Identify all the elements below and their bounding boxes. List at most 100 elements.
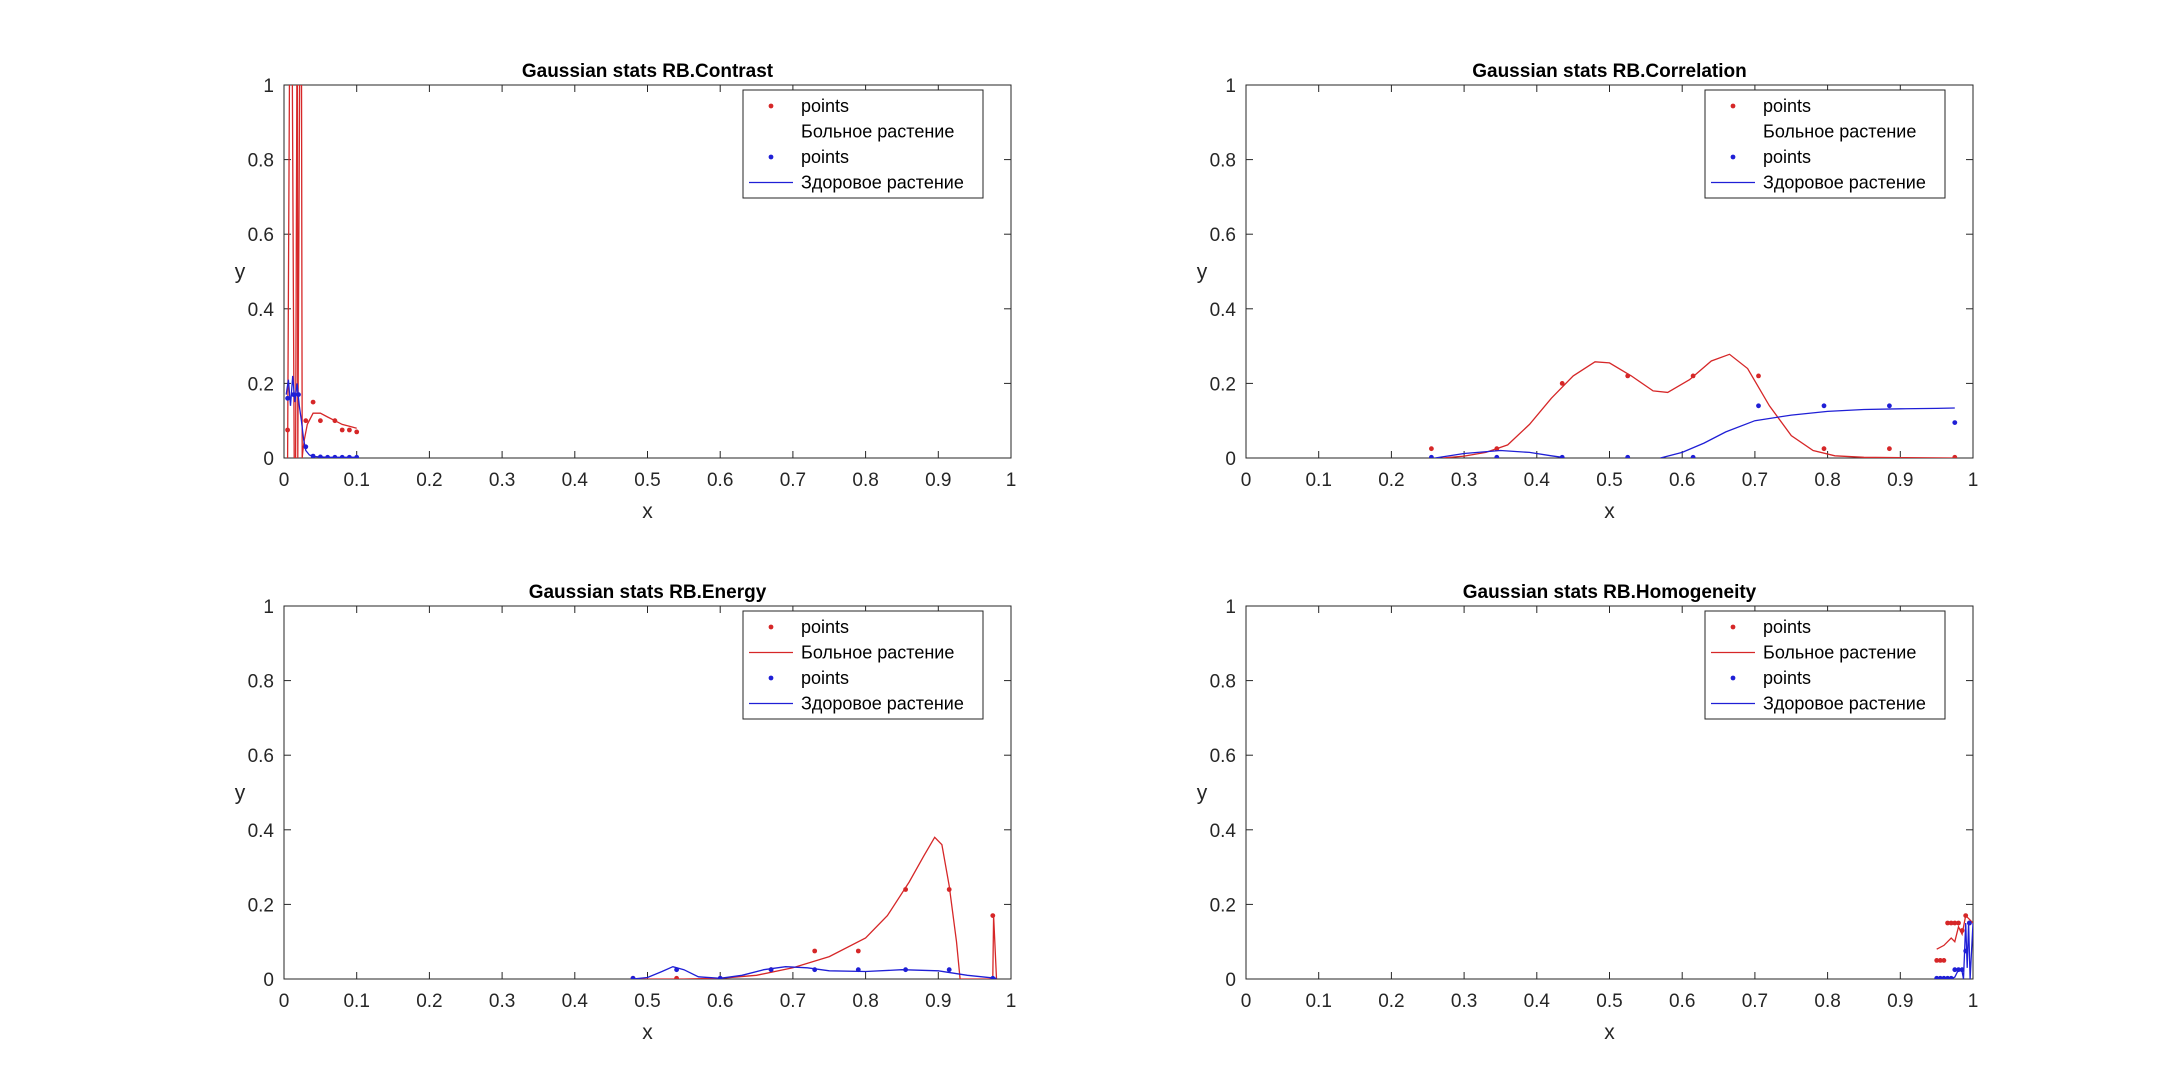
x-tick-label: 1 xyxy=(1006,991,1017,1012)
legend-marker xyxy=(768,103,774,109)
y-tick-label: 0.8 xyxy=(248,151,274,172)
data-point xyxy=(1887,446,1892,452)
data-point xyxy=(1625,454,1631,458)
legend-marker xyxy=(768,624,774,630)
legend-label: Здоровое растение xyxy=(1763,694,1926,714)
x-tick-label: 0.1 xyxy=(343,470,369,491)
x-tick-label: 0.8 xyxy=(1814,470,1840,491)
x-tick-label: 1 xyxy=(1006,470,1017,491)
data-point xyxy=(812,948,818,954)
legend-box xyxy=(1704,610,1946,720)
x-tick-label: 0.1 xyxy=(1305,470,1331,491)
x-axis-label: x xyxy=(1604,1021,1615,1044)
x-tick-label: 0.5 xyxy=(1596,470,1622,491)
data-point xyxy=(990,913,996,918)
x-tick-label: 0.5 xyxy=(634,991,660,1012)
legend-label: Больное растение xyxy=(1763,643,1916,663)
x-tick-label: 0.9 xyxy=(925,470,951,491)
legend-label: Больное растение xyxy=(1763,122,1916,142)
legend-marker xyxy=(1730,103,1736,109)
data-point xyxy=(855,948,861,954)
x-tick-label: 0.8 xyxy=(852,470,878,491)
x-tick-label: 0.6 xyxy=(707,991,733,1012)
legend: points Больное растение points Здоровое рас… xyxy=(742,610,984,720)
x-tick-label: 1 xyxy=(1968,470,1979,491)
x-axis-label: x xyxy=(642,1021,653,1044)
legend-marker xyxy=(1730,154,1736,160)
y-axis-label: y xyxy=(1197,261,1208,284)
data-point xyxy=(310,399,316,405)
y-tick-label: 0.4 xyxy=(1210,300,1237,321)
x-tick-label: 0.7 xyxy=(780,470,806,491)
data-point xyxy=(1948,920,1954,926)
x-tick-label: 0.3 xyxy=(1451,991,1477,1012)
y-tick-label: 0.2 xyxy=(248,895,274,916)
data-point xyxy=(1967,920,1972,926)
legend-label: points xyxy=(801,147,849,167)
legend-marker xyxy=(1730,675,1736,681)
data-point xyxy=(285,395,290,401)
x-tick-label: 0.4 xyxy=(1524,470,1551,491)
legend-label: points xyxy=(801,96,849,116)
x-tick-label: 0.7 xyxy=(1742,991,1768,1012)
data-point xyxy=(1934,958,1940,963)
y-tick-label: 1 xyxy=(1225,597,1236,618)
y-tick-label: 0.4 xyxy=(1210,821,1237,842)
x-tick-label: 0.5 xyxy=(1596,991,1622,1012)
data-point xyxy=(1559,381,1565,386)
x-tick-label: 0 xyxy=(279,991,290,1012)
legend: points Больное растение points Здоровое рас… xyxy=(1704,610,1946,720)
series-line xyxy=(1434,449,1563,458)
y-tick-label: 1 xyxy=(1225,76,1236,97)
x-tick-label: 0.9 xyxy=(1887,470,1913,491)
data-point xyxy=(1941,958,1947,963)
data-point xyxy=(1690,454,1696,458)
data-point xyxy=(1952,454,1958,458)
data-point xyxy=(1945,975,1950,979)
legend: points Больное растение points Здоровое рас… xyxy=(1704,89,1946,199)
chart-title: Gaussian stats RB.Energy xyxy=(529,582,767,603)
series-line xyxy=(632,966,997,979)
chart-panel-3: 0 0.1 0.2 0.3 0.4 0.5 0.6 0.7 0.8 0.9 1 0 0.2 0.4 0.6 0… xyxy=(235,582,1017,1044)
data-point xyxy=(674,975,679,979)
data-point xyxy=(1956,920,1961,926)
x-tick-label: 0.8 xyxy=(1814,991,1840,1012)
y-tick-label: 0 xyxy=(1225,449,1236,470)
legend-marker xyxy=(768,675,774,681)
y-axis-label: y xyxy=(235,261,246,284)
y-tick-label: 0.8 xyxy=(248,672,274,693)
legend-label: points xyxy=(1763,147,1811,167)
x-tick-label: 0.3 xyxy=(489,991,515,1012)
data-point xyxy=(1821,446,1827,452)
chart-title: Gaussian stats RB.Correlation xyxy=(1472,61,1747,82)
data-point xyxy=(354,429,360,435)
y-tick-label: 0.8 xyxy=(1210,672,1236,693)
chart-panel-4: 0 0.1 0.2 0.3 0.4 0.5 0.6 0.7 0.8 0.9 1 0 0.2 0.4 0.6 0… xyxy=(1197,582,1979,1044)
x-tick-label: 0.6 xyxy=(707,470,733,491)
data-point xyxy=(318,418,323,424)
y-axis-label: y xyxy=(235,782,246,805)
data-point xyxy=(1429,454,1434,458)
x-tick-label: 0 xyxy=(279,470,290,491)
legend-label: points xyxy=(1763,96,1811,116)
series-line xyxy=(285,375,357,458)
y-tick-label: 0.6 xyxy=(248,746,274,767)
x-tick-label: 0.3 xyxy=(489,470,515,491)
x-tick-label: 0.7 xyxy=(780,991,806,1012)
x-tick-label: 0.5 xyxy=(634,470,660,491)
legend-marker xyxy=(768,154,774,160)
y-axis-label: y xyxy=(1197,782,1208,805)
data-point xyxy=(1945,920,1950,926)
x-tick-label: 0.2 xyxy=(416,470,442,491)
data-point xyxy=(1429,446,1434,452)
x-tick-label: 1 xyxy=(1968,991,1979,1012)
x-axis-label: x xyxy=(1604,500,1615,523)
plot-area xyxy=(285,85,360,458)
y-tick-label: 1 xyxy=(263,76,274,97)
y-tick-label: 0.2 xyxy=(1210,374,1236,395)
data-point xyxy=(1821,403,1827,409)
x-tick-label: 0.2 xyxy=(416,991,442,1012)
data-point xyxy=(347,427,352,433)
plot-area xyxy=(1429,353,1958,458)
